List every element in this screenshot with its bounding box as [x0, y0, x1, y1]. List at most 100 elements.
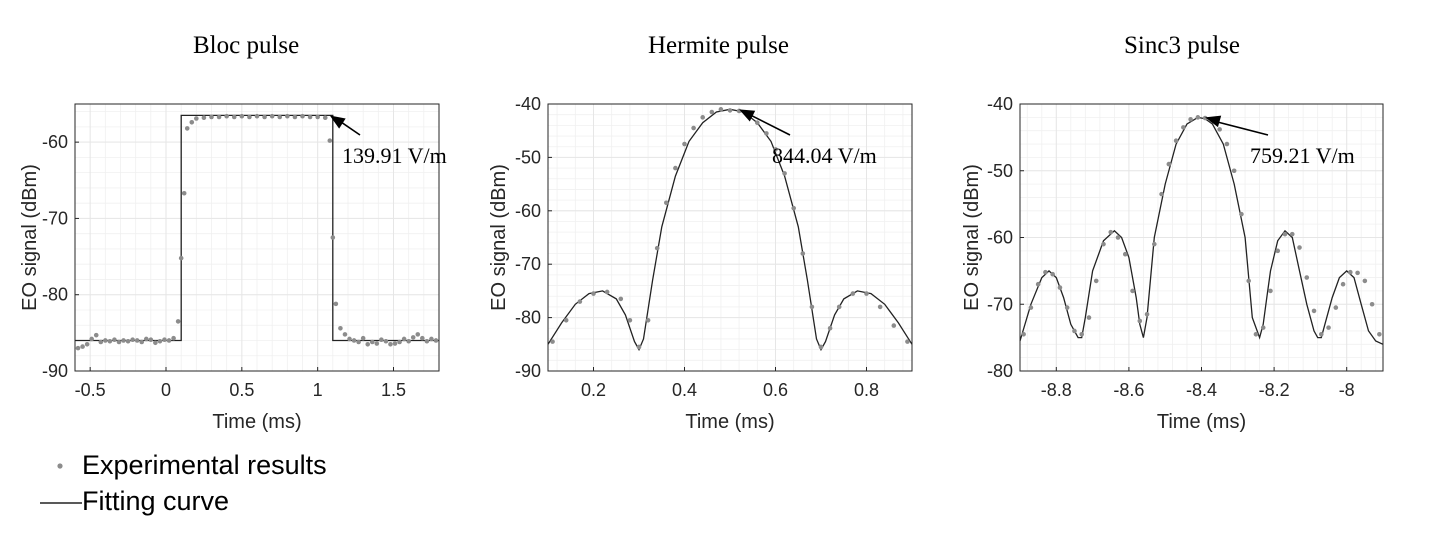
- data-point: [673, 165, 678, 171]
- data-point: [116, 339, 122, 345]
- data-point: [782, 171, 787, 176]
- data-point: [1239, 211, 1244, 217]
- data-point: [148, 337, 154, 343]
- data-point: [1144, 311, 1150, 317]
- data-point: [365, 342, 371, 347]
- chart-panel-2: -8.8 -8.6 -8.4 -8.2 -8 -80 -70 -60 -50 -40 Time (m…: [961, 94, 1384, 433]
- data-point: [682, 141, 687, 147]
- data-point: [1043, 269, 1048, 275]
- data-point: [1072, 328, 1077, 334]
- data-point: [379, 337, 384, 343]
- data-point: [262, 114, 267, 120]
- data-point: [1260, 325, 1266, 330]
- x-tick-label: -8.2: [1259, 380, 1290, 400]
- data-point: [1304, 275, 1310, 280]
- y-tick-label: -90: [515, 361, 541, 381]
- data-point: [153, 340, 158, 346]
- y-tick-label: -80: [987, 361, 1013, 381]
- data-point: [818, 344, 824, 350]
- data-point: [1057, 285, 1063, 290]
- data-point: [374, 341, 380, 346]
- chart-title-hermite: Hermite pulse: [648, 32, 789, 59]
- data-point: [300, 113, 305, 119]
- data-point: [285, 113, 290, 119]
- y-axis-label: EO signal (dBm): [19, 164, 41, 311]
- annotation-arrowhead: [739, 109, 756, 122]
- data-point: [877, 304, 883, 310]
- data-point: [194, 116, 199, 121]
- data-point: [1093, 278, 1099, 284]
- y-tick-label: -60: [515, 201, 541, 221]
- data-point: [1028, 305, 1034, 310]
- data-point: [1311, 308, 1317, 314]
- fitting-curve: [1019, 116, 1384, 345]
- data-point: [333, 301, 339, 307]
- data-point: [604, 289, 610, 295]
- y-axis-label: EO signal (dBm): [488, 164, 510, 311]
- data-point: [800, 251, 806, 256]
- data-point: [139, 339, 145, 345]
- data-point: [178, 255, 184, 261]
- data-point: [166, 338, 172, 343]
- x-tick-label: -8.8: [1041, 380, 1072, 400]
- y-tick-label: -70: [987, 294, 1013, 314]
- data-point: [718, 107, 724, 112]
- data-point: [664, 200, 669, 206]
- data-point: [175, 319, 181, 324]
- data-point: [224, 113, 229, 119]
- data-point: [369, 339, 375, 345]
- data-point: [84, 342, 90, 347]
- data-point: [1224, 141, 1230, 147]
- data-point: [864, 291, 869, 296]
- data-point: [645, 317, 651, 323]
- x-tick-label: 0.4: [672, 380, 697, 400]
- data-point: [827, 325, 833, 331]
- data-point: [1217, 127, 1222, 132]
- data-point: [1282, 231, 1288, 237]
- data-point: [1253, 331, 1259, 337]
- y-tick-label: -70: [515, 254, 541, 274]
- data-point: [577, 299, 583, 304]
- data-point: [1122, 251, 1128, 257]
- data-point: [764, 131, 769, 136]
- x-tick-label: -8.4: [1186, 380, 1217, 400]
- data-point: [727, 108, 733, 113]
- annotation-label: 139.91 V/m: [342, 143, 447, 168]
- data-point: [1108, 229, 1114, 235]
- annotation-label: 844.04 V/m: [772, 143, 877, 168]
- y-tick-label: -40: [987, 94, 1013, 114]
- data-point: [143, 336, 149, 342]
- y-tick-label: -90: [42, 361, 68, 381]
- data-point: [247, 114, 252, 120]
- data-point: [401, 336, 407, 342]
- data-point: [700, 115, 705, 120]
- data-point: [1275, 248, 1281, 254]
- data-point: [1181, 125, 1186, 130]
- data-point: [93, 332, 99, 338]
- data-point: [392, 341, 398, 346]
- annotation-arrowhead: [1205, 115, 1222, 128]
- data-point: [1101, 241, 1106, 247]
- data-point: [181, 190, 187, 196]
- data-point: [429, 336, 434, 342]
- data-point: [1021, 331, 1026, 337]
- data-point: [1333, 305, 1339, 310]
- data-point: [239, 113, 245, 119]
- data-point: [591, 291, 596, 296]
- data-point: [1086, 315, 1092, 320]
- data-point: [836, 304, 842, 310]
- axes-box: [74, 103, 440, 372]
- data-point: [130, 337, 135, 343]
- data-point: [1369, 301, 1375, 307]
- data-point: [383, 338, 389, 344]
- y-tick-label: -80: [515, 308, 541, 328]
- data-point: [1289, 231, 1295, 237]
- data-point: [231, 114, 237, 120]
- data-point: [342, 332, 348, 337]
- data-point: [327, 138, 333, 143]
- axes-box: [547, 103, 913, 372]
- data-point: [171, 335, 176, 341]
- data-point: [1231, 168, 1237, 174]
- data-point: [1035, 281, 1041, 287]
- data-point: [1152, 241, 1157, 247]
